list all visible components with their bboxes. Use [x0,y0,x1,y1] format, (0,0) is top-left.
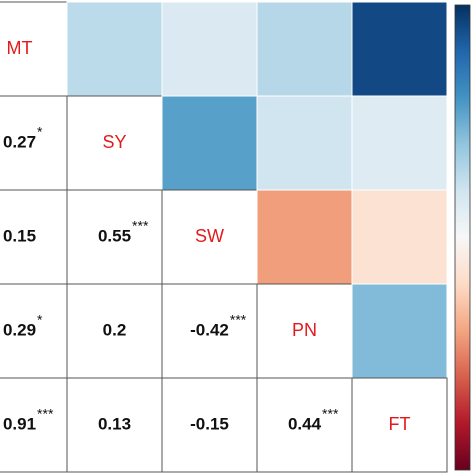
cell-border [0,189,68,285]
corr-value: 0.44 [288,414,322,433]
corr-value: -0.15 [190,414,229,433]
variable-label: MT [7,38,33,58]
corr-value: 0.13 [98,414,131,433]
corr-cell [256,95,353,191]
significance: *** [132,218,149,234]
variable-label: PN [292,320,317,340]
cell-border [66,377,163,473]
variable-label: SW [195,226,224,246]
variable-label: SY [102,132,126,152]
cell-border [66,189,163,285]
significance: *** [322,406,339,422]
corr-value: 0.2 [103,320,127,339]
cell-border [256,283,353,379]
significance: *** [230,312,247,328]
corr-value: 0.29 [3,320,36,339]
cell-border [0,377,68,473]
corr-cell [351,283,448,379]
cell-border [256,377,353,473]
corr-cell [66,1,163,97]
corr-value: 0.15 [3,226,36,245]
corr-cell [351,95,448,191]
corr-cell [351,189,448,285]
cell-border [161,377,258,473]
corr-value: 0.27 [3,132,36,151]
cell-border [0,95,68,191]
cell-border [66,95,163,191]
significance: * [37,124,43,140]
corr-cell [161,95,258,191]
corr-value: 0.55 [98,226,131,245]
color-bar [454,4,471,471]
corr-cell [161,1,258,97]
cell-border [0,1,68,97]
variable-label: FT [389,414,411,434]
corr-cell [351,1,448,97]
significance: *** [37,406,54,422]
corr-value: 0.91 [3,414,36,433]
cell-border [161,283,258,379]
cell-border [351,377,448,473]
corr-cell [256,1,353,97]
significance: * [37,312,43,328]
corr-value: -0.42 [190,320,229,339]
corr-cell [256,189,353,285]
cell-border [161,189,258,285]
cell-border [66,283,163,379]
